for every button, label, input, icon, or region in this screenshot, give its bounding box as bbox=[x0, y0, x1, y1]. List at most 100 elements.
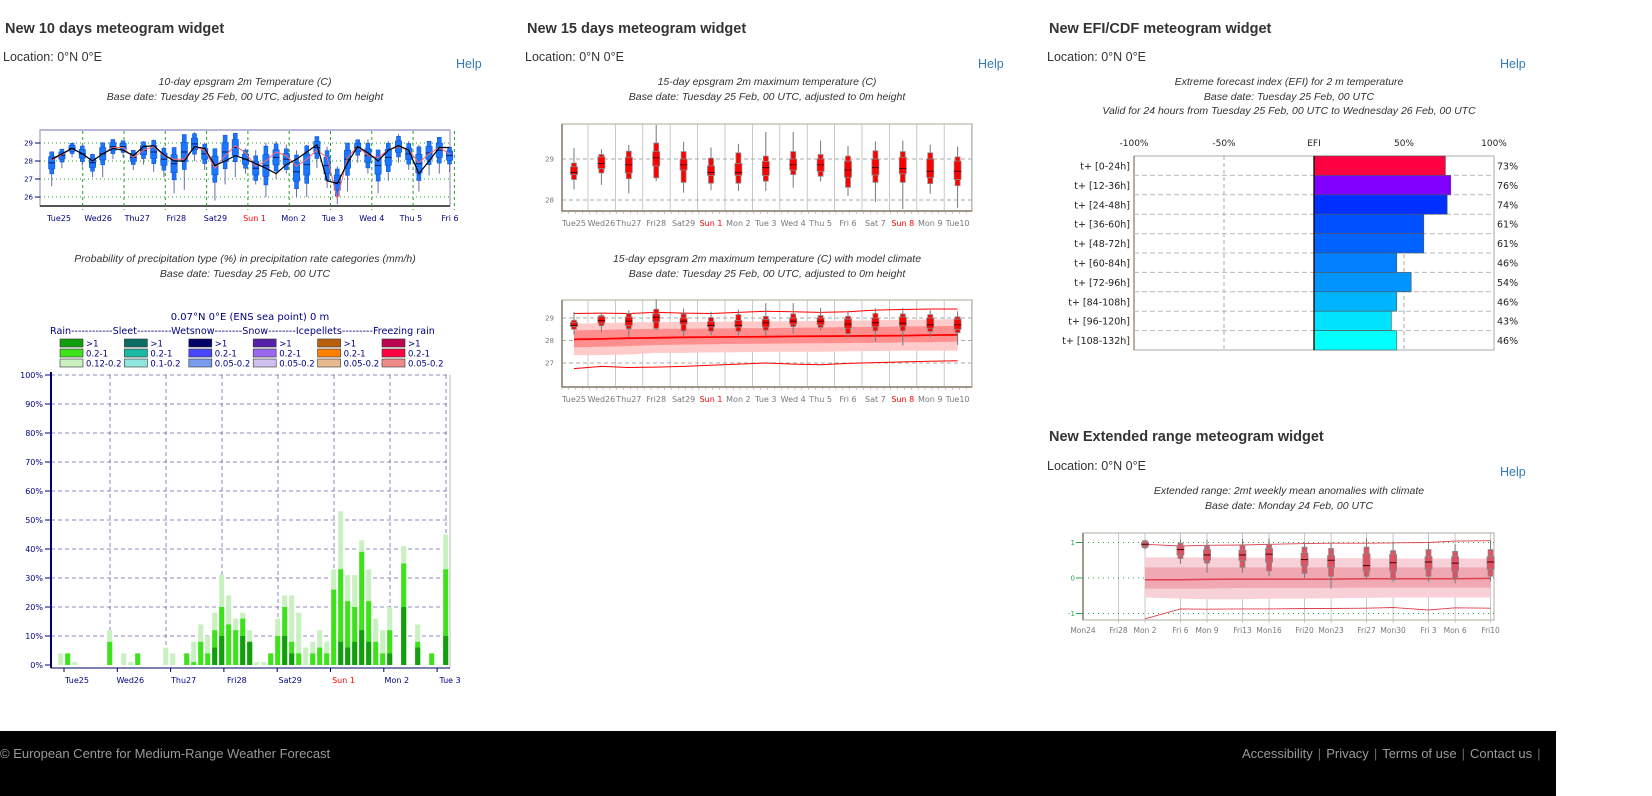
box-inner bbox=[597, 156, 606, 169]
bar-gt1 bbox=[359, 630, 365, 665]
legend-swatch bbox=[381, 358, 406, 368]
legend-label: 0.05-0.2 bbox=[279, 360, 315, 370]
x-tick-label: Sun 1 bbox=[243, 214, 266, 223]
x-tick-label: Mon 9 bbox=[1196, 626, 1219, 635]
legend-label: >1 bbox=[279, 340, 292, 350]
extended-range-meteogram: Mon24 Fri28 Mon 2 Fri 6 Mon 9 Fri13 Mon16 Fri20… bbox=[1068, 532, 1500, 635]
bar-0.2-1 bbox=[107, 641, 113, 665]
caption-line: Probability of precipitation type (%) in… bbox=[74, 253, 416, 265]
x-tick-label: Fri28 bbox=[1109, 626, 1128, 635]
climate-inner-band bbox=[1145, 567, 1491, 589]
value-label: 61% bbox=[1497, 220, 1518, 231]
bar-0.2-1 bbox=[338, 569, 344, 665]
x-tick-label: Tue25 bbox=[64, 676, 89, 685]
efi-bar bbox=[1313, 252, 1398, 273]
bar-0.2-1 bbox=[275, 636, 281, 665]
x-tick-label: Sat29 bbox=[672, 219, 695, 228]
box-inner bbox=[926, 158, 935, 178]
y-tick-label: 30% bbox=[25, 574, 43, 583]
y-tick-label: 29 bbox=[545, 315, 554, 323]
help-link[interactable]: Help bbox=[456, 57, 482, 71]
x-tick-label: Sat29 bbox=[204, 214, 227, 223]
value-label: 46% bbox=[1497, 336, 1518, 347]
x-tick-label: Mon 2 bbox=[726, 395, 751, 404]
legend-label: 0.2-1 bbox=[279, 350, 301, 360]
bar-0.12-0.2 bbox=[380, 630, 386, 665]
legend-swatch bbox=[188, 338, 213, 348]
chart-title: 0.07°N 0°E (ENS sea point) 0 m bbox=[171, 312, 330, 323]
box-inner bbox=[953, 160, 962, 180]
bar-0.2-1 bbox=[191, 662, 197, 665]
efi-bar bbox=[1313, 213, 1425, 234]
legend-swatch bbox=[252, 358, 277, 368]
bar-0.12-0.2 bbox=[254, 662, 260, 665]
legend-swatch bbox=[317, 338, 341, 348]
box-inner bbox=[570, 166, 578, 175]
caption-line: 15-day epsgram 2m maximum temperature (C… bbox=[612, 253, 922, 265]
efi-bar bbox=[1313, 291, 1398, 312]
caption-line: Base date: Monday 24 Feb, 00 UTC bbox=[1204, 499, 1374, 512]
x-tick-label: Wed 4 bbox=[781, 219, 806, 228]
box-inner bbox=[734, 320, 743, 328]
x-tick-label: Tue25 bbox=[46, 214, 71, 223]
legend-label: 0.05-0.2 bbox=[408, 360, 444, 370]
contact-link[interactable]: Contact us bbox=[1470, 746, 1533, 761]
bar-0.2-1 bbox=[135, 653, 141, 665]
bar-0.2-1 bbox=[387, 630, 393, 665]
legend-swatch bbox=[59, 348, 84, 358]
x-tick-label: Mon23 bbox=[1318, 626, 1344, 635]
privacy-link[interactable]: Privacy bbox=[1326, 746, 1369, 761]
help-link[interactable]: Help bbox=[1500, 465, 1526, 479]
y-tick-label: 1 bbox=[1071, 539, 1075, 547]
accessibility-link[interactable]: Accessibility bbox=[1242, 746, 1313, 761]
bar-0.2-1 bbox=[198, 641, 204, 665]
terms-link[interactable]: Terms of use bbox=[1382, 746, 1457, 761]
y-tick-label: 29 bbox=[545, 156, 554, 164]
x-tick-label: Tue 3 bbox=[754, 219, 776, 228]
caption-line: 10-day epsgram 2m Temperature (C) bbox=[158, 76, 332, 88]
bar-0.2-1 bbox=[359, 551, 365, 665]
legend-swatch bbox=[59, 358, 84, 368]
box-inner bbox=[1176, 545, 1185, 556]
widget-title-extended: New Extended range meteogram widget bbox=[1049, 429, 1324, 445]
chart-caption: 10-day epsgram 2m Temperature (C) Base d… bbox=[0, 75, 490, 104]
bar-gt1 bbox=[415, 647, 421, 665]
bar-0.2-1 bbox=[373, 641, 379, 665]
chart-caption: Extreme forecast index (EFI) for 2 m tem… bbox=[1044, 75, 1534, 119]
bar-0.2-1 bbox=[352, 607, 358, 665]
x-tick-label: Mon 2 bbox=[1134, 626, 1157, 635]
legend-swatch bbox=[188, 358, 213, 368]
x-tick-label: Fri 6 bbox=[839, 395, 856, 404]
x-tick-label: Sun 1 bbox=[700, 395, 723, 404]
y-tick-label: 0% bbox=[30, 661, 43, 670]
bar-gt1 bbox=[366, 641, 372, 665]
help-link[interactable]: Help bbox=[1500, 57, 1526, 71]
box-inner bbox=[1424, 556, 1433, 570]
y-tick-label: 60% bbox=[25, 487, 43, 496]
x-tick-label: Fri20 bbox=[1295, 626, 1314, 635]
x-tick-label: -50% bbox=[1212, 139, 1236, 149]
bar-0.2-1 bbox=[205, 653, 211, 665]
bar-0.2-1 bbox=[317, 647, 323, 665]
box-inner bbox=[898, 316, 907, 327]
legend-label: 0.2-1 bbox=[86, 350, 108, 360]
legend-swatch bbox=[252, 338, 277, 348]
x-tick-label: Tue 3 bbox=[321, 214, 343, 223]
bar-0.12-0.2 bbox=[205, 636, 211, 665]
separator: | bbox=[1373, 746, 1378, 761]
bar-0.2-1 bbox=[184, 653, 190, 665]
x-tick-label: Tue 3 bbox=[754, 395, 776, 404]
separator: | bbox=[1317, 746, 1322, 761]
help-link[interactable]: Help bbox=[978, 57, 1004, 71]
value-label: 61% bbox=[1497, 239, 1518, 250]
bar-0.12-0.2 bbox=[128, 662, 134, 665]
row-label: t+ [72-96h] bbox=[1074, 278, 1130, 289]
legend-swatch bbox=[317, 348, 341, 358]
bar-gt1 bbox=[345, 647, 351, 665]
x-tick-label: -100% bbox=[1120, 139, 1149, 149]
legend-label: 0.2-1 bbox=[215, 350, 237, 360]
x-tick-label: Thu 5 bbox=[399, 214, 423, 223]
x-tick-label: Sun 8 bbox=[891, 395, 914, 404]
x-tick-label: Wed 4 bbox=[359, 214, 384, 223]
